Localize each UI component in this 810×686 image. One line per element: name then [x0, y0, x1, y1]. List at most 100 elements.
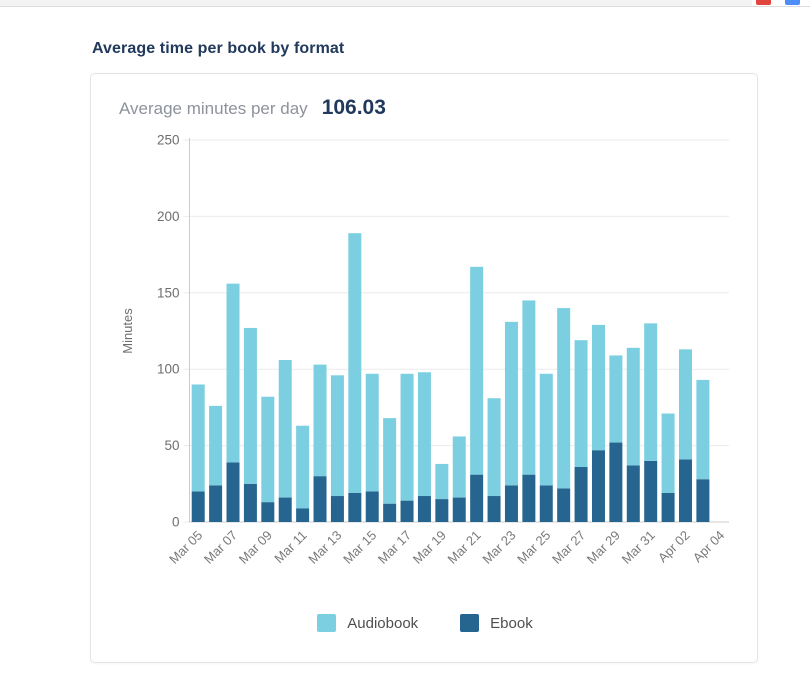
bar-audiobook-Mar-18 [417, 372, 431, 497]
bar-ebook-Mar-28 [591, 450, 605, 522]
y-axis-title: Minutes [120, 308, 135, 354]
x-tick-label: Mar 11 [271, 528, 310, 567]
bar-ebook-Mar-10 [278, 497, 292, 522]
y-tick-label: 100 [157, 362, 180, 377]
x-tick-label: Mar 31 [619, 528, 658, 567]
x-tick-label: Mar 25 [514, 528, 553, 567]
bar-audiobook-Mar-20 [452, 436, 466, 498]
x-tick-label: Mar 17 [375, 528, 414, 567]
bar-ebook-Mar-12 [313, 476, 327, 522]
x-tick-label: Mar 15 [340, 528, 379, 567]
legend-item-ebook[interactable]: Ebook [460, 614, 533, 632]
red-tab-chip[interactable] [756, 0, 771, 5]
bar-ebook-Mar-25 [539, 485, 553, 522]
audiobook-legend-swatch [317, 614, 337, 632]
chart-card: Average minutes per day 106.03 0 50 100 150… [90, 73, 758, 663]
window-top-edge [0, 0, 752, 6]
bar-ebook-Mar-24 [522, 474, 536, 522]
bar-ebook-Mar-21 [470, 474, 484, 522]
bar-ebook-Mar-07 [226, 462, 240, 522]
bar-ebook-Mar-16 [383, 503, 397, 522]
legend-item-audiobook[interactable]: Audiobook [317, 614, 418, 632]
page-title: Average time per book by format [92, 40, 345, 57]
bar-audiobook-Mar-05 [191, 384, 205, 492]
bar-ebook-Apr-03 [696, 479, 710, 522]
chart-card-header: Average minutes per day 106.03 [119, 96, 386, 120]
bar-ebook-Mar-14 [348, 492, 362, 522]
bar-audiobook-Mar-11 [296, 425, 310, 509]
y-tick-label: 200 [157, 209, 180, 224]
bar-audiobook-Mar-30 [626, 347, 640, 466]
stat-value: 106.03 [321, 96, 386, 119]
bar-ebook-Mar-30 [626, 465, 640, 522]
bar-ebook-Mar-19 [435, 499, 449, 522]
x-tick-label: Mar 27 [549, 528, 588, 567]
bar-ebook-Apr-01 [661, 492, 675, 522]
bar-ebook-Mar-22 [487, 496, 501, 522]
bar-audiobook-Mar-13 [330, 375, 344, 497]
x-tick-label: Mar 09 [236, 528, 275, 567]
bar-audiobook-Mar-08 [243, 327, 257, 484]
bar-audiobook-Mar-22 [487, 398, 501, 497]
ebook-legend-label: Ebook [490, 614, 533, 632]
bar-ebook-Mar-23 [504, 485, 518, 522]
y-tick-label: 50 [164, 438, 179, 453]
bar-audiobook-Mar-24 [522, 300, 536, 475]
x-tick-label: Mar 07 [201, 528, 240, 567]
x-tick-label: Mar 23 [479, 528, 518, 567]
window-top-edge-border [0, 6, 810, 7]
bar-audiobook-Mar-16 [383, 418, 397, 504]
bar-ebook-Mar-20 [452, 497, 466, 522]
bar-audiobook-Mar-17 [400, 373, 414, 501]
bar-ebook-Mar-26 [557, 488, 571, 522]
bar-ebook-Mar-17 [400, 500, 414, 522]
bar-ebook-Apr-02 [678, 459, 692, 522]
bar-audiobook-Mar-10 [278, 360, 292, 498]
bar-audiobook-Mar-07 [226, 283, 240, 463]
bar-ebook-Mar-09 [261, 502, 275, 522]
audiobook-legend-label: Audiobook [347, 614, 419, 632]
blue-tab-chip[interactable] [785, 0, 800, 5]
bar-audiobook-Mar-25 [539, 373, 553, 486]
bar-ebook-Mar-15 [365, 491, 379, 522]
bar-ebook-Mar-06 [209, 485, 223, 522]
x-tick-label: Apr 04 [690, 528, 728, 566]
x-tick-label: Mar 13 [305, 528, 344, 567]
stacked-bar-chart: 0 50 100 150 200 250 Minutes Mar 05 Mar 07 Mar 09… [91, 74, 759, 664]
bar-ebook-Mar-08 [243, 483, 257, 522]
bar-ebook-Mar-31 [644, 460, 658, 522]
chart-legend: Audiobook Ebook [91, 614, 759, 632]
bar-audiobook-Mar-19 [435, 463, 449, 500]
bar-audiobook-Mar-21 [470, 266, 484, 475]
y-tick-label: 150 [157, 285, 180, 300]
x-tick-label: Mar 29 [584, 528, 623, 567]
bar-audiobook-Mar-09 [261, 396, 275, 503]
bar-ebook-Mar-11 [296, 508, 310, 522]
x-tick-label: Mar 19 [410, 528, 449, 567]
bar-audiobook-Apr-02 [678, 349, 692, 460]
bar-audiobook-Mar-15 [365, 373, 379, 492]
bar-audiobook-Mar-28 [591, 324, 605, 451]
bar-ebook-Mar-27 [574, 466, 588, 522]
x-tick-label: Mar 05 [166, 528, 205, 567]
bar-ebook-Mar-13 [330, 496, 344, 522]
bar-ebook-Mar-05 [191, 491, 205, 522]
bar-audiobook-Mar-26 [557, 308, 571, 489]
ebook-legend-swatch [460, 614, 480, 632]
bar-audiobook-Mar-23 [504, 321, 518, 486]
x-tick-label: Mar 21 [445, 528, 484, 567]
bar-audiobook-Mar-29 [609, 355, 623, 443]
bar-audiobook-Mar-31 [644, 323, 658, 461]
stat-label: Average minutes per day [119, 99, 308, 118]
y-tick-label: 0 [172, 515, 180, 530]
y-tick-label: 250 [157, 133, 180, 148]
bar-ebook-Mar-18 [417, 496, 431, 522]
bar-ebook-Mar-29 [609, 442, 623, 522]
bar-audiobook-Apr-03 [696, 379, 710, 480]
bar-audiobook-Mar-12 [313, 364, 327, 477]
bar-audiobook-Mar-06 [209, 405, 223, 486]
bar-audiobook-Apr-01 [661, 413, 675, 493]
bar-audiobook-Mar-14 [348, 233, 362, 493]
x-tick-label: Apr 02 [655, 528, 693, 566]
